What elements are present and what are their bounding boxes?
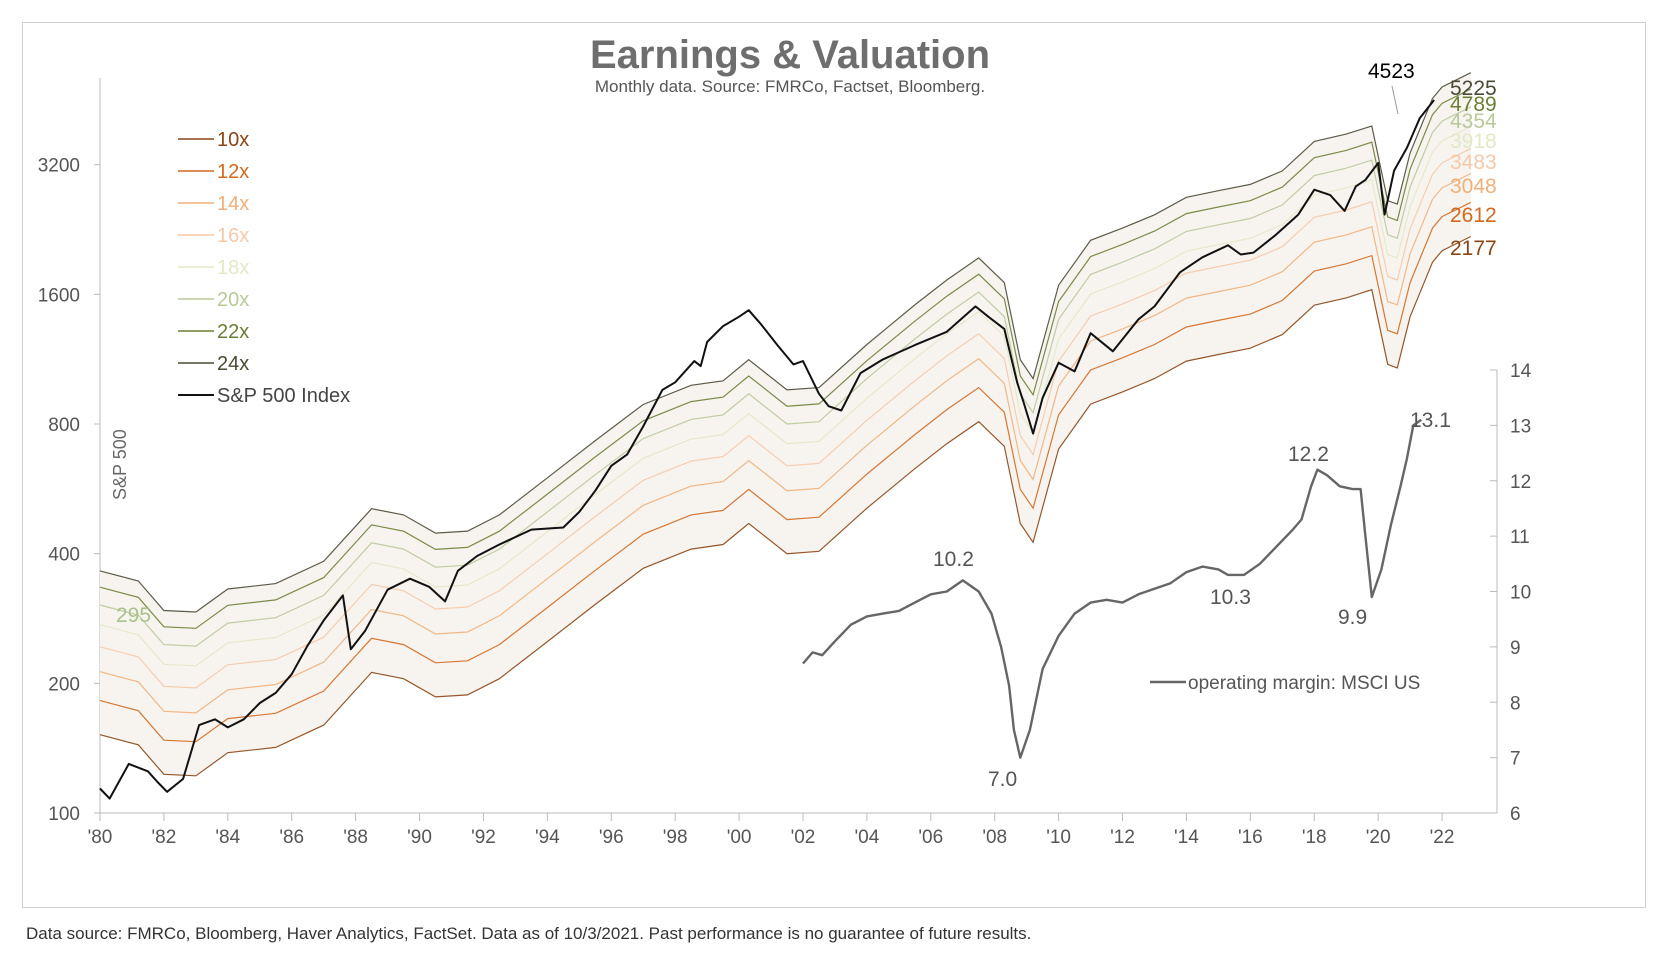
x-tick-label: '80: [88, 827, 113, 848]
x-tick-label: '96: [599, 827, 624, 848]
margin-annotation: 9.9: [1338, 606, 1367, 629]
end-label-22x: 4789: [1450, 93, 1497, 116]
legend-label: 12x: [217, 161, 249, 183]
sp-start-label: 295: [116, 604, 151, 627]
x-tick-label: '20: [1366, 827, 1391, 848]
right-tick-label: 6: [1510, 804, 1521, 825]
margin-annotation: 7.0: [988, 768, 1017, 791]
right-tick-label: 12: [1510, 472, 1531, 493]
left-tick-label: 3200: [38, 156, 80, 177]
legend-label: 20x: [217, 289, 249, 311]
band-line-18x: [99, 125, 1472, 667]
x-tick-label: '16: [1238, 827, 1263, 848]
chart-title: Earnings & Valuation: [590, 33, 990, 77]
operating-margin-series: operating margin: MSCI US: [802, 418, 1422, 759]
band-line-10x: [99, 235, 1472, 777]
band-line-20x: [99, 106, 1472, 647]
x-tick-label: '82: [152, 827, 177, 848]
left-tick-label: 100: [48, 804, 80, 825]
right-tick-label: 9: [1510, 638, 1521, 659]
x-tick-label: '86: [279, 827, 304, 848]
x-tick-label: '06: [918, 827, 943, 848]
x-tick-label: '14: [1174, 827, 1199, 848]
left-tick-label: 1600: [38, 285, 80, 306]
x-tick-label: '22: [1430, 827, 1455, 848]
band-line-24x: [99, 72, 1472, 613]
footnote: Data source: FMRCo, Bloomberg, Haver Ana…: [26, 924, 1032, 943]
legend-label: 10x: [217, 129, 249, 151]
chart-subtitle: Monthly data. Source: FMRCo, Factset, Bl…: [595, 77, 985, 96]
x-tick-label: '18: [1302, 827, 1327, 848]
sp500-line: [99, 99, 1435, 800]
legend-label: 22x: [217, 321, 249, 343]
band-line-16x: [99, 148, 1472, 689]
sp-end-leader: [1391, 85, 1399, 115]
x-tick-label: '08: [982, 827, 1007, 848]
end-label-24x: 5225: [1450, 77, 1497, 100]
left-y-axis: 100 200 400 800 1600 3200: [38, 78, 101, 825]
x-tick-label: '02: [791, 827, 816, 848]
legend-label: 14x: [217, 193, 249, 215]
end-label-16x: 3483: [1450, 151, 1497, 174]
margin-annotation: 10.2: [933, 548, 974, 571]
left-tick-label: 200: [48, 674, 80, 695]
end-label-12x: 2612: [1450, 204, 1497, 227]
margin-annotation: 12.2: [1288, 443, 1329, 466]
x-tick-label: '10: [1046, 827, 1071, 848]
legend: 10x 12x 14x 16x 18x 20x 22x 24x S&P 500 Index: [178, 129, 350, 407]
x-tick-label: '88: [343, 827, 368, 848]
margin-annotation: 10.3: [1210, 586, 1251, 609]
x-tick-label: '92: [471, 827, 496, 848]
x-tick-label: '94: [535, 827, 560, 848]
valuation-bands: [99, 72, 1472, 777]
band-line-22x: [99, 88, 1472, 629]
left-tick-label: 400: [48, 545, 80, 566]
sp-end-label: 4523: [1368, 60, 1415, 83]
end-label-18x: 3918: [1450, 130, 1497, 153]
right-tick-label: 8: [1510, 693, 1521, 714]
end-label-20x: 4354: [1450, 110, 1497, 133]
operating-margin-line: [802, 418, 1422, 759]
x-axis: '80 '82 '84 '86 '88 '90 '92 '94 '96 '98 '00 '02 '04 '…: [88, 812, 1490, 848]
legend-label: 24x: [217, 353, 249, 375]
left-tick-label: 800: [48, 415, 80, 436]
right-y-axis: 6 7 8 9 10 11 12 13 14: [1490, 361, 1532, 825]
right-tick-label: 14: [1510, 361, 1532, 382]
y-axis-title: S&P 500: [110, 429, 130, 500]
x-tick-label: '04: [855, 827, 880, 848]
right-tick-label: 13: [1510, 416, 1531, 437]
right-tick-label: 11: [1510, 527, 1530, 548]
x-tick-label: '90: [407, 827, 432, 848]
right-tick-label: 10: [1510, 583, 1531, 604]
band-line-12x: [99, 201, 1472, 743]
sp500-series: [99, 99, 1435, 800]
end-label-14x: 3048: [1450, 175, 1497, 198]
legend-label: 18x: [217, 257, 249, 279]
x-tick-label: '98: [663, 827, 688, 848]
annotations: 295 4523 10.2 7.0 10.3 12.2 9.9 13.1: [116, 60, 1451, 791]
legend-label: S&P 500 Index: [217, 385, 350, 407]
chart-frame: [22, 22, 1646, 908]
margin-annotation: 13.1: [1410, 409, 1451, 432]
margin-legend-label: operating margin: MSCI US: [1188, 673, 1420, 694]
end-label-10x: 2177: [1450, 237, 1497, 260]
x-tick-label: '84: [215, 827, 240, 848]
x-tick-label: '12: [1110, 827, 1135, 848]
legend-label: 16x: [217, 225, 249, 247]
x-tick-label: '00: [727, 827, 752, 848]
right-tick-label: 7: [1510, 749, 1521, 770]
